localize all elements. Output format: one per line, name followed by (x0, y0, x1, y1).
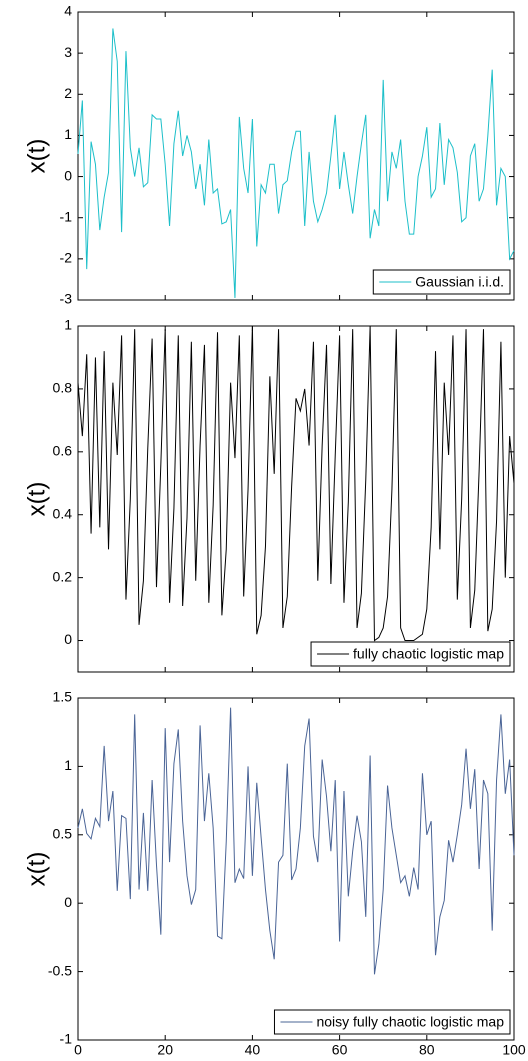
y-tick-label: 0 (64, 631, 72, 647)
y-tick-label: 0 (64, 894, 72, 910)
x-tick-label: 60 (332, 1042, 348, 1058)
y-tick-label: 0.2 (53, 568, 73, 584)
legend-label: noisy fully chaotic logistic map (316, 1014, 504, 1030)
x-tick-label: 20 (157, 1042, 173, 1058)
y-tick-label: 0.4 (53, 505, 73, 521)
series-line (77, 28, 515, 298)
plot-frame (77, 11, 515, 301)
y-tick-label: 0 (64, 167, 72, 183)
legend-label: fully chaotic logistic map (353, 646, 504, 662)
y-tick-label: 0.6 (53, 443, 73, 459)
series-line (77, 707, 515, 975)
x-tick-label: 100 (502, 1042, 526, 1058)
y-tick-label: 1 (64, 317, 72, 333)
plot-frame (77, 325, 515, 673)
y-tick-label: -0.5 (48, 962, 72, 978)
y-tick-label: 4 (64, 3, 72, 19)
x-axis-label: t (293, 1057, 300, 1061)
y-tick-label: -1 (60, 1031, 73, 1047)
x-tick-label: 80 (419, 1042, 435, 1058)
y-axis-label: x(t) (23, 852, 50, 887)
y-tick-label: 2 (64, 85, 72, 101)
y-tick-label: 1.5 (53, 689, 73, 705)
y-tick-label: 0.5 (53, 826, 73, 842)
series-line (77, 325, 515, 642)
y-axis-label: x(t) (23, 139, 50, 174)
legend-label: Gaussian i.i.d. (415, 274, 504, 290)
y-tick-label: -1 (60, 208, 73, 224)
y-tick-label: -3 (60, 291, 73, 307)
y-tick-label: 0.8 (53, 380, 73, 396)
y-tick-label: 3 (64, 44, 72, 60)
y-axis-label: x(t) (23, 482, 50, 517)
y-tick-label: 1 (64, 126, 72, 142)
y-tick-label: -2 (60, 250, 73, 266)
x-tick-label: 0 (74, 1042, 82, 1058)
x-tick-label: 40 (245, 1042, 261, 1058)
y-tick-label: 1 (64, 757, 72, 773)
legend-box (273, 1009, 511, 1035)
